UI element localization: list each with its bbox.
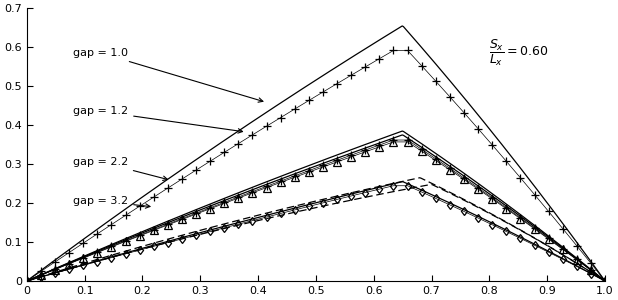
Text: gap = 3.2: gap = 3.2 — [73, 196, 150, 208]
Text: $\dfrac{S_x}{L_x}$$ = 0.60$: $\dfrac{S_x}{L_x}$$ = 0.60$ — [489, 38, 549, 68]
Text: gap = 2.2: gap = 2.2 — [73, 157, 167, 181]
Text: gap = 1.0: gap = 1.0 — [73, 48, 263, 102]
Text: gap = 1.2: gap = 1.2 — [73, 106, 242, 133]
